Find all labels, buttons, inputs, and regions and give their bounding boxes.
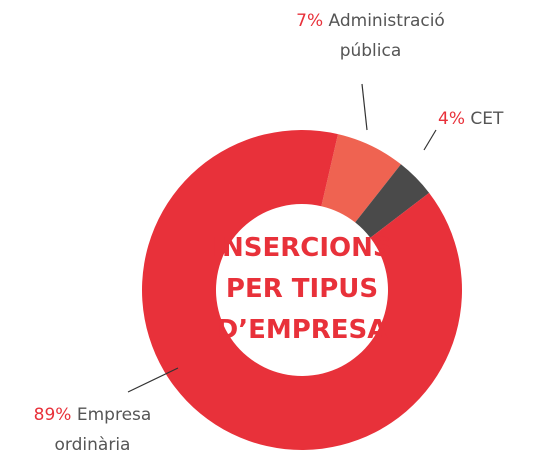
donut-slice: [355, 164, 430, 238]
leader-line: [127, 367, 179, 393]
category-label: CET: [470, 109, 504, 129]
leader-line: [361, 83, 368, 131]
value-label: 7%: [296, 11, 324, 31]
donut: [142, 130, 463, 451]
slice-label: 4% CET: [438, 104, 538, 134]
value-label: 4%: [438, 109, 465, 129]
value-label: 89%: [33, 405, 72, 425]
slice-label: 89% Empresa ordinària: [10, 400, 175, 460]
chart-title: INSERCIONS PER TIPUS D’EMPRESA: [212, 233, 392, 345]
donut-slice: [321, 134, 401, 223]
donut-slice: [142, 130, 463, 451]
category-label: Empresa ordinària: [54, 405, 152, 455]
slice-label: 7% Administració pública: [268, 6, 473, 66]
leader-line: [423, 129, 437, 151]
category-label: Administració pública: [328, 11, 445, 61]
